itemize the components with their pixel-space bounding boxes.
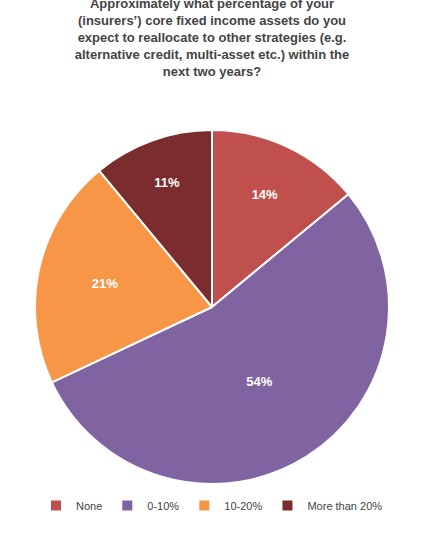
svg-text:14%: 14% — [252, 187, 278, 202]
svg-text:54%: 54% — [246, 374, 272, 389]
svg-text:21%: 21% — [92, 276, 118, 291]
svg-text:None: None — [76, 500, 102, 512]
svg-text:0-10%: 0-10% — [147, 500, 179, 512]
svg-text:10-20%: 10-20% — [224, 500, 262, 512]
svg-text:More than 20%: More than 20% — [307, 500, 382, 512]
svg-text:11%: 11% — [154, 175, 180, 190]
svg-text:Approximately what percentage: Approximately what percentage of your(in… — [75, 0, 350, 79]
